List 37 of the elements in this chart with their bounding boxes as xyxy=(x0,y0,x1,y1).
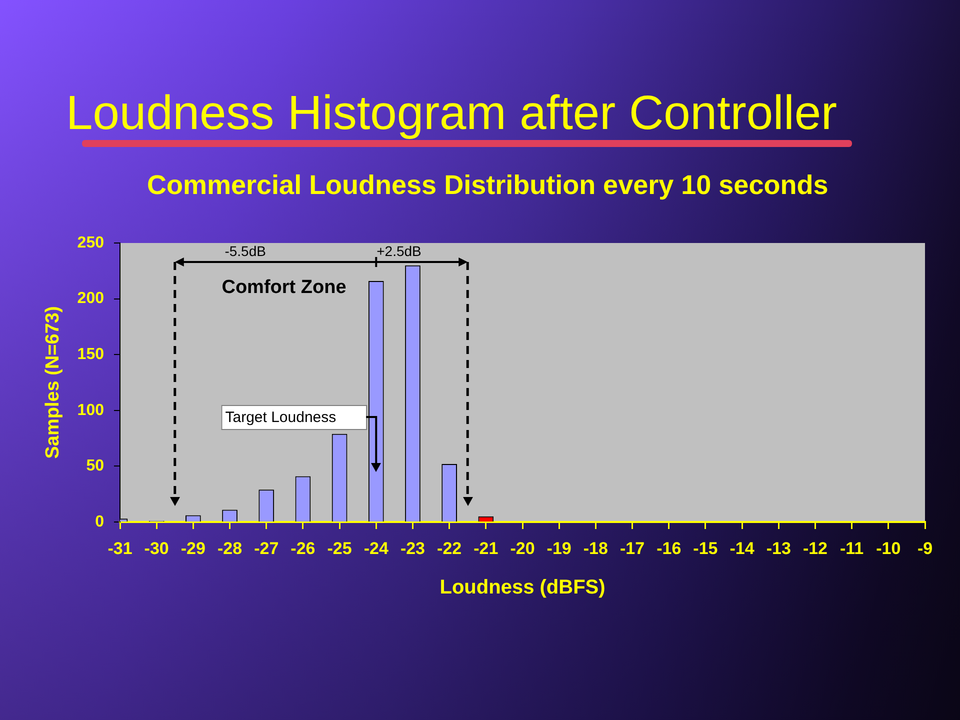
x-tick-label: -13 xyxy=(766,538,791,558)
x-tick-label: -30 xyxy=(144,538,169,558)
chart-subtitle: Commercial Loudness Distribution every 10 seconds xyxy=(147,170,828,200)
x-tick-label: -24 xyxy=(364,538,389,558)
y-tick-label: 250 xyxy=(77,234,104,252)
x-tick-label: -31 xyxy=(108,538,132,558)
annotation: +2.5dB xyxy=(376,242,422,259)
y-axis-title: Samples (N=673) xyxy=(42,306,64,459)
x-tick-label: -26 xyxy=(290,538,316,558)
x-tick-label: -23 xyxy=(400,538,426,558)
ref-line-label: Target Loudness xyxy=(225,409,336,426)
x-tick-label: -17 xyxy=(620,538,645,558)
x-tick-label: -25 xyxy=(327,538,352,558)
x-tick-label: -27 xyxy=(254,538,279,558)
y-tick-label: 100 xyxy=(77,402,104,419)
x-tick-label: -20 xyxy=(510,538,535,558)
x-tick-label: -19 xyxy=(546,538,572,558)
x-tick-label: -9 xyxy=(917,538,933,558)
y-tick-label: 200 xyxy=(77,290,104,308)
x-tick-label: -12 xyxy=(802,538,828,558)
x-tick-label: -16 xyxy=(656,538,682,558)
y-tick-label: 0 xyxy=(95,513,104,530)
x-tick-label: -15 xyxy=(693,538,718,558)
x-tick-label: -18 xyxy=(583,538,608,558)
x-tick-label: -29 xyxy=(180,538,206,558)
x-tick-label: -11 xyxy=(840,538,864,558)
x-axis-title: Loudness (dBFS) xyxy=(440,576,606,599)
x-tick-label: -14 xyxy=(730,538,755,558)
annotation: -5.5dB xyxy=(224,242,266,259)
y-tick-label: 50 xyxy=(86,458,104,475)
x-tick-label: -21 xyxy=(474,538,498,558)
annotation: Comfort Zone xyxy=(222,277,346,298)
chart-title: Loudness Histogram after Controller xyxy=(66,87,838,140)
y-tick-label: 150 xyxy=(77,346,104,364)
x-tick-label: -22 xyxy=(437,538,462,558)
x-tick-label: -10 xyxy=(876,538,901,558)
x-tick-label: -28 xyxy=(217,538,242,558)
